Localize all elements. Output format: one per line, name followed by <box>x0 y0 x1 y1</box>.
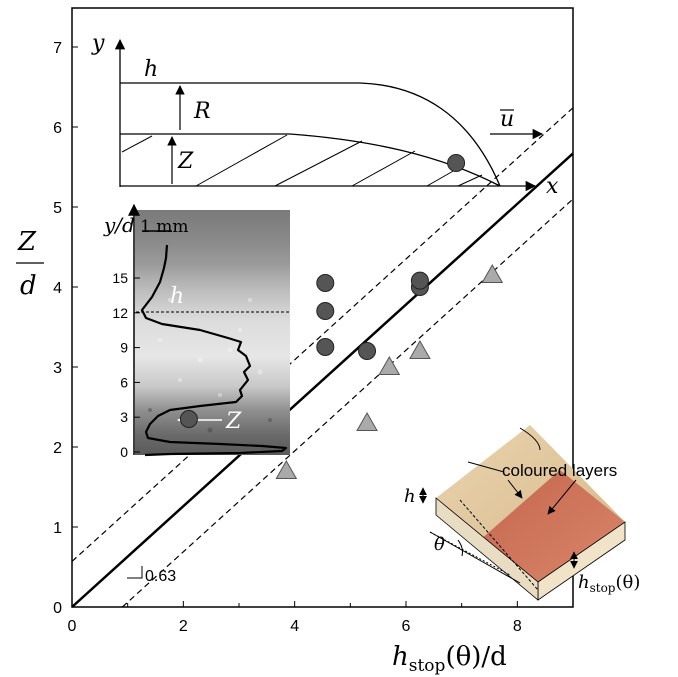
grain-profile-inset: 1 mm h Z 0 3 6 9 12 15 y/d <box>103 203 290 460</box>
layer-leader-left <box>467 461 505 473</box>
circle-data-point <box>316 274 335 292</box>
y-tick-label: 5 <box>53 200 62 217</box>
inset-y-ticks: 0 3 6 9 12 15 <box>112 270 140 460</box>
y-axis-label-numerator: Z <box>17 227 37 257</box>
y-tick-label: 6 <box>53 120 62 137</box>
plane-side-face <box>435 497 539 601</box>
triangle-data-point <box>481 263 504 283</box>
inset-y-tick-label: 0 <box>120 444 128 460</box>
triangle-data-point <box>275 459 298 479</box>
coloured-layer-region <box>480 470 625 582</box>
y-tick-label: 3 <box>53 360 62 377</box>
fit-line-solid <box>71 152 574 608</box>
circle-data-point <box>447 154 466 172</box>
photo-h-label: h <box>404 486 416 507</box>
schematic-y-label: y <box>91 31 105 56</box>
x-tick-label: 2 <box>179 618 188 635</box>
coloured-layers-label: coloured layers <box>502 461 617 480</box>
theta-arc <box>457 539 463 557</box>
y-tick-label: 1 <box>53 520 62 537</box>
inset-y-label: y/d <box>103 213 135 237</box>
inset-h-label: h <box>170 284 184 309</box>
fit-line-dashed-lower <box>121 198 574 608</box>
triangle-data-point <box>356 411 378 431</box>
inset-Z-label: Z <box>225 409 242 434</box>
data-points <box>179 154 504 479</box>
circle-data-point <box>316 338 335 356</box>
inset-y-tick-label: 3 <box>120 409 128 425</box>
fit-line-dashed-upper <box>71 107 574 562</box>
x-tick-label: 8 <box>513 618 522 635</box>
fit-lines <box>71 107 574 608</box>
grain-texture <box>148 298 272 433</box>
plot-frame <box>71 7 574 608</box>
schematic-h-label: h <box>144 57 158 82</box>
theta-label: θ <box>434 534 445 555</box>
hstop-label: hstop(θ) <box>578 572 640 595</box>
scale-bar-label: 1 mm <box>140 217 188 237</box>
inset-y-tick-label: 12 <box>112 305 128 321</box>
layer-outline <box>519 427 541 451</box>
y-axis-label-denominator: d <box>20 271 37 301</box>
schematic-x-label: x <box>546 174 559 199</box>
y-tick-label: 0 <box>53 600 62 617</box>
schematic-R-label: R <box>193 99 211 124</box>
slope-indicator: 0.63 <box>127 566 176 585</box>
schematic-u-label: u <box>500 107 514 132</box>
y-tick-label: 2 <box>53 440 62 457</box>
slope-triangle <box>127 566 143 579</box>
x-tick-label: 0 <box>68 618 77 635</box>
x-tick-label: 6 <box>402 618 411 635</box>
circle-data-point <box>179 410 198 428</box>
layer-arrow-1 <box>507 479 523 499</box>
y-tick-label: 4 <box>53 280 62 297</box>
inset-y-tick-label: 15 <box>112 270 128 286</box>
circle-data-point <box>410 271 429 290</box>
circle-data-point <box>358 342 377 360</box>
slope-label: 0.63 <box>145 568 176 585</box>
y-tick-label: 7 <box>53 40 62 57</box>
inset-y-tick-label: 6 <box>120 374 128 390</box>
deposit-surface-curve <box>120 133 501 187</box>
schematic-Z-label: Z <box>177 149 194 174</box>
layer-arrow-2 <box>547 479 577 515</box>
concentration-profile-curve <box>140 244 288 457</box>
free-surface-curve <box>120 82 501 187</box>
triangle-data-point <box>409 339 431 359</box>
x-axis-label: hstop(θ)/d <box>392 642 507 676</box>
x-tick-label: 4 <box>290 618 299 635</box>
plane-photo-inset: θ h hstop(θ) coloured layers <box>404 425 640 601</box>
deposit-hatching <box>121 134 483 187</box>
triangle-data-point <box>378 355 401 375</box>
inset-y-tick-label: 9 <box>120 340 128 356</box>
circle-data-point <box>316 302 335 320</box>
incline-dotted-line <box>429 531 511 576</box>
schematic-diagram: y x h R Z u <box>91 31 559 199</box>
